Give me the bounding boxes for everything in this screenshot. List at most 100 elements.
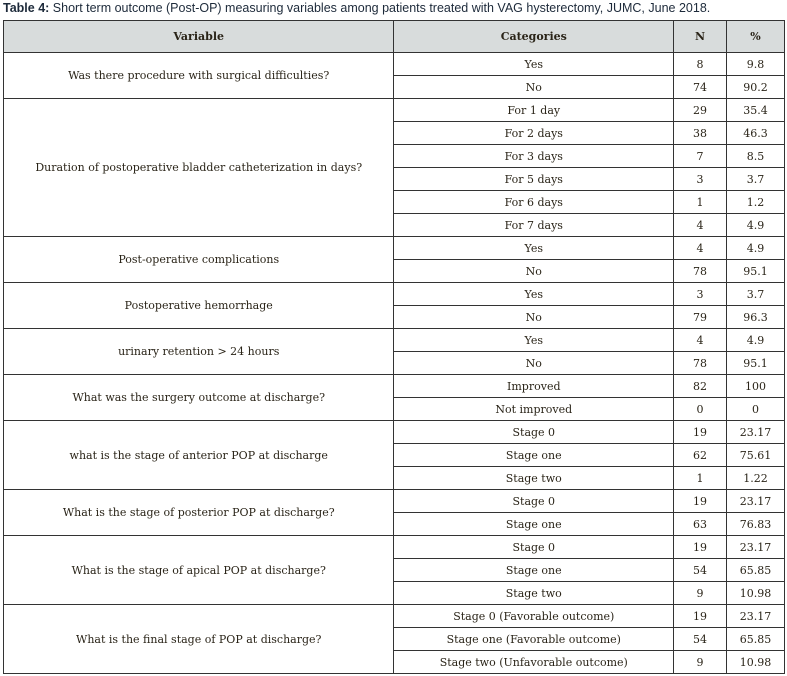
- n-cell: 8: [673, 52, 728, 76]
- category-cell: Yes: [393, 236, 675, 260]
- header-row: Variable Categories N %: [2, 20, 785, 53]
- table-row: what is the stage of anterior POP at dis…: [2, 420, 785, 490]
- percent-cell: 0: [726, 397, 785, 421]
- n-cell: 9: [673, 581, 728, 605]
- table-row: For 2 days 38 46.3: [4, 121, 785, 145]
- percent-cell: 90.2: [726, 75, 785, 99]
- percent-cell: 4.9: [726, 236, 785, 260]
- header-variable: Variable: [2, 20, 395, 53]
- variable-cell: Duration of postoperative bladder cathet…: [2, 98, 395, 237]
- n-cell: 74: [673, 75, 728, 99]
- variable-cell: What is the final stage of POP at discha…: [2, 604, 395, 674]
- percent-cell: 23.17: [726, 604, 785, 628]
- category-cell: Stage two (Unfavorable outcome): [393, 650, 675, 674]
- n-cell: 78: [673, 259, 728, 283]
- table-row: What is the final stage of POP at discha…: [2, 604, 785, 674]
- table-row: What was the surgery outcome at discharg…: [2, 374, 785, 421]
- table-body: Was there procedure with surgical diffic…: [2, 52, 785, 674]
- category-cell: Yes: [393, 52, 675, 76]
- category-cell: No: [393, 75, 675, 99]
- n-cell: 19: [673, 535, 728, 559]
- percent-cell: 10.98: [726, 650, 785, 674]
- n-cell: 4: [673, 213, 728, 237]
- table-row: Stage two (Unfavorable outcome) 9 10.98: [4, 650, 785, 674]
- percent-cell: 65.85: [726, 627, 785, 651]
- n-cell: 0: [673, 397, 728, 421]
- table-row: For 7 days 4 4.9: [4, 213, 785, 237]
- n-cell: 38: [673, 121, 728, 145]
- variable-cell: What was the surgery outcome at discharg…: [2, 374, 395, 421]
- n-cell: 4: [673, 328, 728, 352]
- caption-label: Table 4:: [3, 1, 50, 15]
- table-row: For 3 days 7 8.5: [4, 144, 785, 168]
- table-row: No 78 95.1: [4, 351, 785, 375]
- percent-cell: 8.5: [726, 144, 785, 168]
- percent-cell: 1.2: [726, 190, 785, 214]
- table-row: Duration of postoperative bladder cathet…: [2, 98, 785, 237]
- category-cell: Stage one (Favorable outcome): [393, 627, 675, 651]
- percent-cell: 3.7: [726, 167, 785, 191]
- percent-cell: 10.98: [726, 581, 785, 605]
- n-cell: 1: [673, 466, 728, 490]
- n-cell: 4: [673, 236, 728, 260]
- percent-cell: 4.9: [726, 328, 785, 352]
- table-row: What is the stage of posterior POP at di…: [2, 489, 785, 536]
- n-cell: 19: [673, 604, 728, 628]
- n-cell: 1: [673, 190, 728, 214]
- category-cell: Stage two: [393, 466, 675, 490]
- category-cell: Yes: [393, 282, 675, 306]
- category-cell: Not improved: [393, 397, 675, 421]
- header-percent: %: [726, 20, 785, 53]
- table-row: Postoperative hemorrhage Yes 3 3.7: [2, 282, 785, 329]
- n-cell: 82: [673, 374, 728, 398]
- category-cell: No: [393, 305, 675, 329]
- percent-cell: 75.61: [726, 443, 785, 467]
- percent-cell: 35.4: [726, 98, 785, 122]
- variable-cell: Post-operative complications: [2, 236, 395, 283]
- n-cell: 3: [673, 167, 728, 191]
- n-cell: 54: [673, 627, 728, 651]
- n-cell: 29: [673, 98, 728, 122]
- header-categories: Categories: [393, 20, 675, 53]
- n-cell: 9: [673, 650, 728, 674]
- table-row: No 79 96.3: [4, 305, 785, 329]
- category-cell: Stage 0: [393, 535, 675, 559]
- category-cell: Stage 0 (Favorable outcome): [393, 604, 675, 628]
- category-cell: For 1 day: [393, 98, 675, 122]
- category-cell: Yes: [393, 328, 675, 352]
- n-cell: 62: [673, 443, 728, 467]
- category-cell: Stage one: [393, 512, 675, 536]
- variable-cell: urinary retention > 24 hours: [2, 328, 395, 375]
- table-row: No 78 95.1: [4, 259, 785, 283]
- percent-cell: 23.17: [726, 420, 785, 444]
- variable-cell: What is the stage of posterior POP at di…: [2, 489, 395, 536]
- variable-cell: Postoperative hemorrhage: [2, 282, 395, 329]
- category-cell: Stage two: [393, 581, 675, 605]
- n-cell: 63: [673, 512, 728, 536]
- percent-cell: 95.1: [726, 259, 785, 283]
- outcome-table: Variable Categories N % Was there proced…: [2, 20, 785, 674]
- category-cell: No: [393, 259, 675, 283]
- percent-cell: 96.3: [726, 305, 785, 329]
- category-cell: Improved: [393, 374, 675, 398]
- category-cell: For 5 days: [393, 167, 675, 191]
- percent-cell: 9.8: [726, 52, 785, 76]
- percent-cell: 4.9: [726, 213, 785, 237]
- table-row: For 5 days 3 3.7: [4, 167, 785, 191]
- percent-cell: 46.3: [726, 121, 785, 145]
- percent-cell: 95.1: [726, 351, 785, 375]
- table-row: Stage one (Favorable outcome) 54 65.85: [4, 627, 785, 651]
- percent-cell: 1.22: [726, 466, 785, 490]
- category-cell: Stage 0: [393, 489, 675, 513]
- variable-cell: What is the stage of apical POP at disch…: [2, 535, 395, 605]
- percent-cell: 23.17: [726, 535, 785, 559]
- table-row: Stage one 54 65.85: [4, 558, 785, 582]
- n-cell: 3: [673, 282, 728, 306]
- table-row: urinary retention > 24 hours Yes 4 4.9: [2, 328, 785, 375]
- n-cell: 78: [673, 351, 728, 375]
- category-cell: For 2 days: [393, 121, 675, 145]
- n-cell: 19: [673, 420, 728, 444]
- percent-cell: 100: [726, 374, 785, 398]
- percent-cell: 65.85: [726, 558, 785, 582]
- n-cell: 79: [673, 305, 728, 329]
